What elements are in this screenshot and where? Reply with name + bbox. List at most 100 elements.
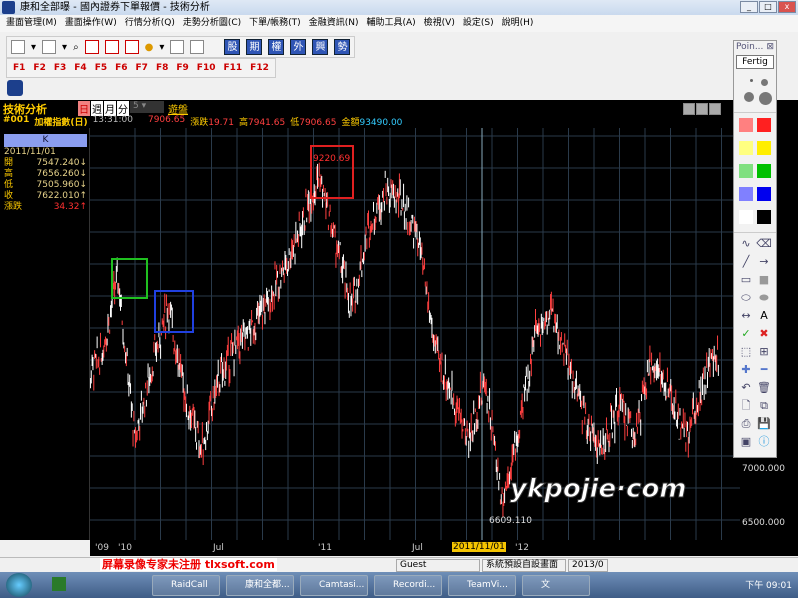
period-tab[interactable]: 分 [117,101,129,116]
print-icon[interactable] [42,40,57,54]
split-vertical-icon[interactable] [124,40,139,54]
taskbar-item[interactable]: Camtasi... [300,575,368,596]
market-button[interactable]: 興 [312,39,329,55]
color-swatch[interactable] [757,187,771,201]
menu-item[interactable]: 行情分析(Q) [124,18,175,28]
color-swatch[interactable] [757,210,771,224]
pen-size-large[interactable] [743,92,754,102]
zoom-in-icon[interactable] [696,103,708,115]
menu-item[interactable]: 輔助工具(A) [366,18,416,28]
color-swatch[interactable] [739,118,753,132]
select-area-icon[interactable]: ⬚ [740,345,752,358]
function-key-button[interactable]: F2 [33,63,46,73]
line-icon[interactable]: ╱ [742,255,750,268]
info-icon[interactable]: ⓘ [758,435,770,448]
delete-icon[interactable]: ✖ [759,327,769,340]
color-swatch[interactable] [739,164,753,178]
menu-item[interactable]: 畫面管理(M) [6,18,57,28]
printer-icon[interactable]: ⎙ [741,417,751,430]
taskbar-item[interactable]: TeamVi... [448,575,516,596]
trash-icon[interactable]: 🗑 [757,381,771,394]
function-key-button[interactable]: F6 [115,63,128,73]
function-key-button[interactable]: F11 [223,63,243,73]
magnify-icon[interactable] [709,103,721,115]
menu-item[interactable]: 下單/帳務(T) [249,18,301,28]
taskbar-item[interactable]: RaidCall [152,575,220,596]
menu-item[interactable]: 檢視(V) [423,18,455,28]
function-key-button[interactable]: F7 [135,63,148,73]
check-icon[interactable]: ✓ [741,327,751,340]
plus-icon[interactable]: ✚ [741,363,751,376]
double-arrow-icon[interactable]: ↔ [741,309,751,322]
function-key-button[interactable]: F1 [13,63,26,73]
copy-icon[interactable]: ⧉ [760,399,768,412]
market-button[interactable]: 外 [290,39,307,55]
color-swatch[interactable] [757,164,771,178]
text-icon[interactable]: A [760,309,768,322]
new-page-icon[interactable]: 🗋 [741,399,751,412]
price-chart[interactable]: 9220.69 6609.110 [84,128,740,540]
function-key-button[interactable]: F5 [94,63,108,73]
undo-icon[interactable]: ↶ [741,381,751,394]
color-swatch[interactable] [757,118,771,132]
pen-size-small[interactable] [750,79,753,82]
minimize-button[interactable]: _ [740,1,758,13]
period-tab[interactable]: 週 [91,101,103,116]
color-swatch[interactable] [739,187,753,201]
taskbar-item[interactable]: 文 [522,575,590,596]
dropdown-icon[interactable]: ▾ [159,41,165,53]
start-button[interactable] [6,573,32,597]
market-button[interactable]: 股 [224,39,241,55]
pen-size-xlarge[interactable] [758,92,772,105]
color-swatch[interactable] [739,210,753,224]
close-window-icon[interactable] [84,40,99,54]
window-icon[interactable] [190,40,205,54]
function-key-button[interactable]: F4 [74,63,87,73]
dropdown-icon[interactable]: ▾ [31,41,37,53]
market-button[interactable]: 權 [268,39,285,55]
menu-item[interactable]: 設定(S) [462,18,494,28]
windows-icon[interactable] [170,40,185,54]
period-tab[interactable]: 日 [78,101,90,116]
color-swatch[interactable] [739,141,753,155]
minute-select[interactable]: 5 ▾ [130,101,164,113]
filled-rectangle-icon[interactable]: ■ [758,273,770,286]
excel-icon[interactable] [52,577,66,591]
dropdown-icon[interactable]: ▾ [62,41,68,53]
function-key-button[interactable]: F3 [53,63,67,73]
pen-size-medium[interactable] [761,79,768,86]
zoom-area-icon[interactable]: ⊞ [759,345,769,358]
maximize-button[interactable]: □ [759,1,777,13]
fertig-button[interactable]: Fertig [736,55,774,69]
freehand-icon[interactable]: ∿ [741,237,751,250]
coin-icon[interactable]: ● [144,41,154,53]
taskbar-item[interactable]: 康和全都... [226,575,294,596]
home-button[interactable] [6,79,26,97]
layout-icon[interactable] [11,40,25,54]
zoom-out-icon[interactable] [683,103,695,115]
extra-link[interactable]: 遊盤 [168,105,188,116]
menu-item[interactable]: 說明(H) [501,18,534,28]
menu-item[interactable]: 金融資訊(N) [308,18,359,28]
color-swatch[interactable] [757,141,771,155]
function-key-button[interactable]: F9 [176,63,189,73]
rectangle-icon[interactable]: ▭ [740,273,752,286]
menu-item[interactable]: 走勢分析圖(C) [182,18,242,28]
function-key-button[interactable]: F12 [250,63,269,73]
taskbar-item[interactable]: Recordi... [374,575,442,596]
filled-ellipse-icon[interactable]: ⬬ [759,291,769,304]
menu-item[interactable]: 畫面操作(W) [64,18,117,28]
screenshot-icon[interactable]: ▣ [740,435,752,448]
function-key-button[interactable]: F8 [155,63,169,73]
minus-icon[interactable]: ━ [760,363,768,376]
split-horizontal-icon[interactable] [104,40,119,54]
toolbox-close-button[interactable]: ⊠ [766,42,774,52]
save-icon[interactable]: 💾 [757,417,771,430]
function-key-button[interactable]: F10 [196,63,216,73]
market-button[interactable]: 期 [246,39,263,55]
eraser-icon[interactable]: ⌫ [756,237,772,250]
ellipse-icon[interactable]: ⬭ [741,291,751,304]
search-icon[interactable]: ⌕ [73,41,79,53]
market-button[interactable]: 勢 [334,39,351,55]
arrow-icon[interactable]: → [759,255,769,268]
